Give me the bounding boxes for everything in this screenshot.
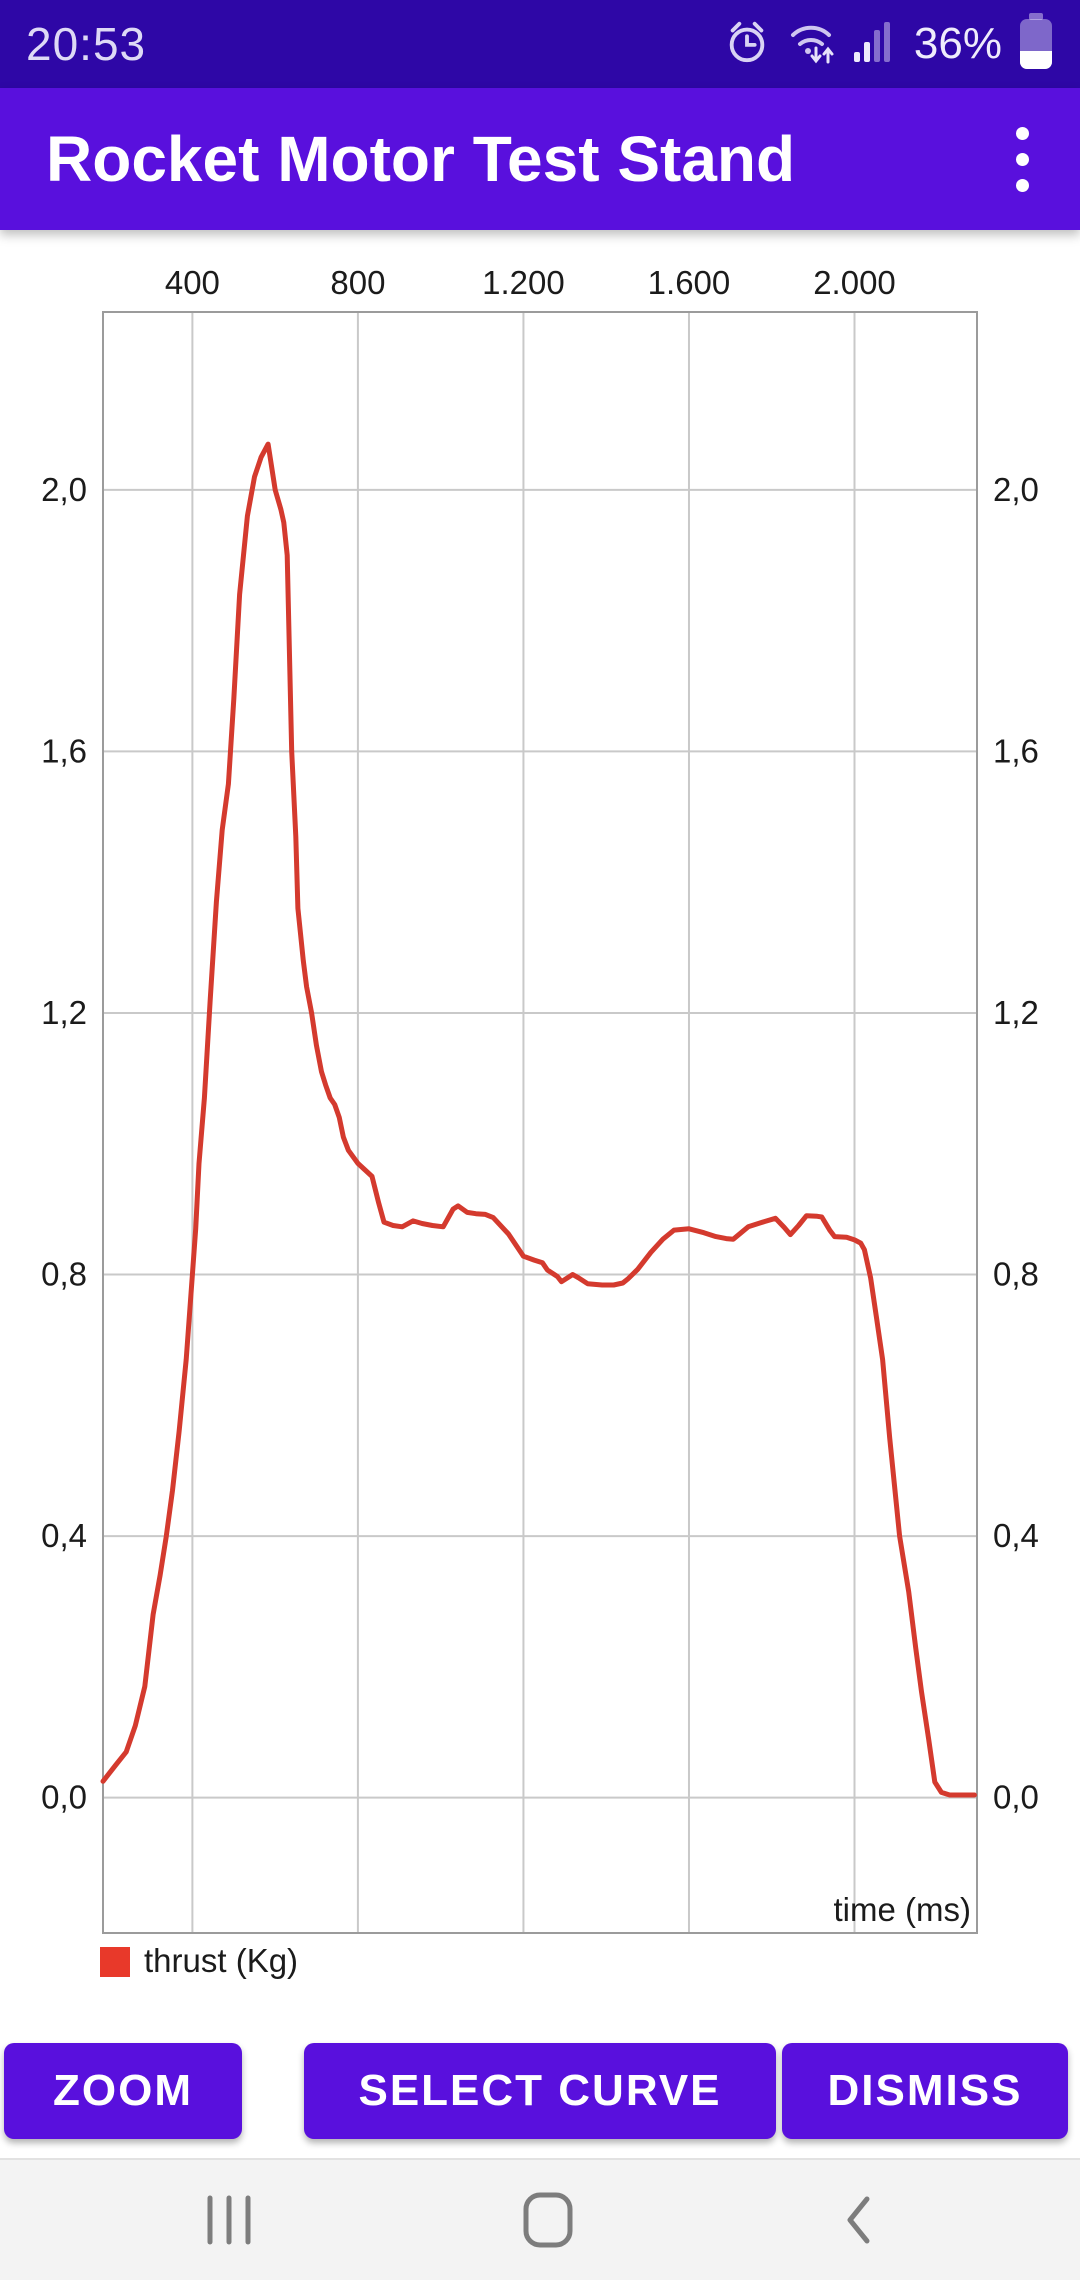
y-tick-label-left: 1,2 bbox=[41, 994, 87, 1031]
wifi-arrows-icon bbox=[786, 18, 838, 71]
home-icon[interactable] bbox=[523, 2192, 573, 2248]
recents-icon[interactable] bbox=[205, 2194, 253, 2246]
zoom-button[interactable]: ZOOM bbox=[4, 2043, 242, 2139]
status-bar: 20:53 bbox=[0, 0, 1080, 88]
x-tick-label: 1.600 bbox=[648, 264, 731, 301]
x-tick-label: 800 bbox=[330, 264, 385, 301]
x-tick-label: 2.000 bbox=[813, 264, 896, 301]
y-tick-label-left: 2,0 bbox=[41, 471, 87, 508]
more-vert-icon[interactable] bbox=[982, 88, 1062, 230]
back-icon[interactable] bbox=[843, 2194, 875, 2246]
dismiss-button[interactable]: DISMISS bbox=[782, 2043, 1068, 2139]
y-tick-label-right: 1,2 bbox=[993, 994, 1039, 1031]
y-tick-label-right: 0,4 bbox=[993, 1517, 1039, 1554]
legend-swatch bbox=[100, 1947, 130, 1977]
y-tick-label-left: 0,4 bbox=[41, 1517, 87, 1554]
x-axis-label: time (ms) bbox=[834, 1891, 971, 1928]
app-bar: Rocket Motor Test Stand bbox=[0, 88, 1080, 230]
legend-label: thrust (Kg) bbox=[144, 1942, 298, 1979]
status-icons: 36% bbox=[724, 12, 1054, 76]
y-tick-label-left: 0,8 bbox=[41, 1256, 87, 1293]
select-curve-button[interactable]: SELECT CURVE bbox=[304, 2043, 776, 2139]
battery-icon bbox=[1018, 12, 1054, 76]
plot-border bbox=[102, 311, 978, 1934]
signal-strength-icon bbox=[853, 18, 894, 71]
thrust-chart[interactable]: 400 800 1.200 1.600 2.000 0,0 0,0 0,4 0,4 0,8 0,8 1… bbox=[0, 230, 1080, 2010]
thrust-curve bbox=[100, 441, 977, 1798]
x-tick-label: 1.200 bbox=[482, 264, 565, 301]
y-tick-label-right: 2,0 bbox=[993, 471, 1039, 508]
navigation-bar bbox=[0, 2158, 1080, 2280]
x-tick-label: 400 bbox=[165, 264, 220, 301]
alarm-icon bbox=[724, 18, 770, 71]
battery-percent-label: 36% bbox=[913, 19, 1002, 68]
y-tick-label-right: 0,8 bbox=[993, 1256, 1039, 1293]
y-tick-label-right: 1,6 bbox=[993, 732, 1039, 769]
page-title: Rocket Motor Test Stand bbox=[46, 123, 796, 195]
status-time: 20:53 bbox=[26, 18, 147, 70]
y-tick-label-left: 0,0 bbox=[41, 1779, 87, 1816]
y-tick-label-left: 1,6 bbox=[41, 732, 87, 769]
y-tick-label-right: 0,0 bbox=[993, 1779, 1039, 1816]
